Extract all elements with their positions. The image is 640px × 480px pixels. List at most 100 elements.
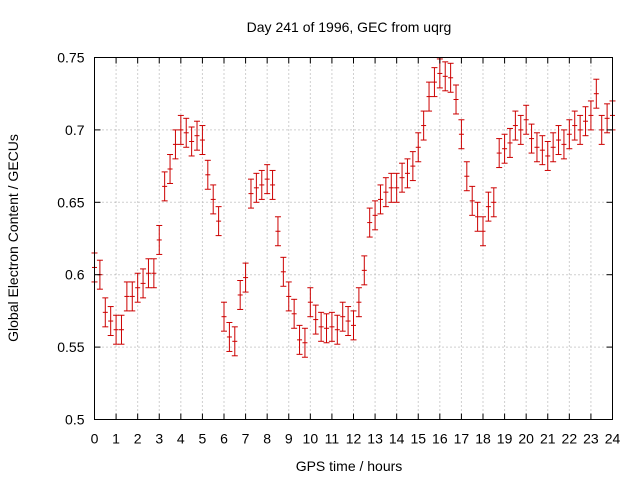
data-point bbox=[215, 206, 222, 237]
x-tick-label: 18 bbox=[475, 431, 491, 447]
data-point bbox=[123, 281, 130, 312]
x-tick-label: 16 bbox=[432, 431, 448, 447]
data-point bbox=[102, 297, 109, 328]
data-point bbox=[539, 135, 546, 166]
data-point bbox=[415, 132, 422, 163]
data-point bbox=[382, 177, 389, 208]
data-point bbox=[129, 281, 136, 312]
data-point bbox=[150, 258, 157, 289]
data-point bbox=[512, 110, 519, 141]
data-point bbox=[145, 258, 152, 289]
data-point bbox=[237, 279, 244, 310]
x-tick-label: 5 bbox=[199, 431, 207, 447]
y-tick-label: 0.55 bbox=[57, 339, 84, 355]
data-point bbox=[409, 151, 416, 182]
data-point bbox=[210, 184, 217, 215]
data-point bbox=[431, 67, 438, 98]
x-tick-label: 4 bbox=[177, 431, 185, 447]
data-point bbox=[463, 161, 470, 192]
data-point bbox=[204, 159, 211, 190]
data-point bbox=[226, 321, 233, 352]
x-tick-label: 6 bbox=[220, 431, 228, 447]
data-point bbox=[566, 119, 573, 150]
data-point bbox=[242, 262, 249, 293]
data-point bbox=[291, 298, 298, 329]
data-point bbox=[350, 310, 357, 341]
data-point bbox=[318, 311, 325, 342]
data-point bbox=[550, 132, 557, 163]
data-point bbox=[458, 119, 465, 150]
data-point bbox=[264, 164, 271, 195]
tick-layer bbox=[94, 57, 613, 420]
data-point bbox=[420, 110, 427, 141]
data-layer bbox=[91, 58, 616, 358]
x-tick-label: 7 bbox=[242, 431, 250, 447]
data-point bbox=[307, 287, 314, 318]
data-point bbox=[231, 326, 238, 357]
data-point bbox=[480, 216, 486, 247]
x-tick-label: 2 bbox=[134, 431, 142, 447]
data-point bbox=[372, 200, 379, 231]
data-point bbox=[312, 304, 319, 335]
chart-title: Day 241 of 1996, GEC from uqrg bbox=[247, 19, 452, 35]
label-layer: 0 1 2 3 4 5 6 7 8 9 10 11 12 13 14 15 16 17 18 19 20 21 22 23 24… bbox=[57, 50, 620, 447]
data-point bbox=[366, 207, 373, 238]
y-tick-label: 0.75 bbox=[57, 50, 84, 66]
data-point bbox=[247, 178, 254, 209]
data-point bbox=[183, 117, 190, 148]
data-point bbox=[301, 327, 308, 358]
data-point bbox=[517, 114, 524, 145]
data-point bbox=[134, 272, 141, 303]
data-point bbox=[334, 314, 341, 345]
y-tick-label: 0.6 bbox=[65, 267, 85, 283]
x-tick-label: 23 bbox=[583, 431, 599, 447]
data-point bbox=[221, 301, 227, 332]
data-point bbox=[285, 281, 292, 312]
y-tick-label: 0.65 bbox=[57, 194, 84, 210]
data-point bbox=[582, 106, 589, 137]
data-point bbox=[156, 224, 163, 255]
data-point bbox=[490, 187, 497, 218]
data-point bbox=[280, 256, 287, 287]
data-point bbox=[571, 110, 578, 141]
data-point bbox=[253, 172, 260, 203]
data-point bbox=[269, 169, 276, 200]
data-point bbox=[118, 314, 125, 345]
x-tick-label: 0 bbox=[91, 431, 99, 447]
x-tick-label: 22 bbox=[562, 431, 578, 447]
data-point bbox=[442, 61, 449, 92]
data-point bbox=[426, 81, 433, 112]
x-tick-label: 1 bbox=[112, 431, 120, 447]
data-point bbox=[188, 126, 195, 157]
data-point bbox=[345, 306, 352, 337]
data-point bbox=[107, 306, 114, 337]
data-point bbox=[404, 158, 411, 189]
data-point bbox=[604, 103, 611, 134]
data-point bbox=[328, 311, 335, 342]
x-tick-label: 19 bbox=[497, 431, 513, 447]
data-point bbox=[555, 125, 562, 156]
data-point bbox=[258, 169, 265, 200]
data-point bbox=[355, 287, 362, 318]
data-point bbox=[587, 100, 594, 131]
data-point bbox=[485, 191, 492, 222]
data-point bbox=[447, 62, 454, 93]
data-point bbox=[598, 114, 605, 145]
data-point bbox=[167, 154, 174, 184]
data-point bbox=[560, 129, 567, 160]
x-tick-label: 13 bbox=[367, 431, 383, 447]
y-tick-label: 0.5 bbox=[65, 412, 85, 428]
grid-layer bbox=[94, 57, 613, 420]
y-axis-title: Global Electron Content / GECUs bbox=[5, 134, 21, 342]
data-point bbox=[172, 129, 179, 160]
data-point bbox=[399, 162, 406, 193]
data-point bbox=[501, 133, 508, 164]
data-point bbox=[474, 201, 481, 232]
data-point bbox=[528, 123, 535, 154]
data-point bbox=[113, 314, 120, 345]
data-point bbox=[339, 301, 346, 332]
data-point bbox=[544, 140, 551, 171]
x-tick-label: 14 bbox=[389, 431, 405, 447]
data-point bbox=[161, 171, 168, 202]
data-point bbox=[377, 184, 384, 215]
